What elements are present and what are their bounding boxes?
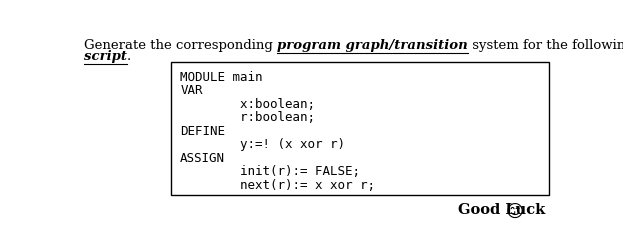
Text: y:=! (x xor r): y:=! (x xor r) — [180, 138, 345, 151]
Text: Good Luck: Good Luck — [458, 203, 545, 217]
Text: program graph/transition: program graph/transition — [277, 39, 468, 52]
Text: MODULE main: MODULE main — [180, 71, 263, 84]
Text: init(r):= FALSE;: init(r):= FALSE; — [180, 165, 360, 178]
Text: r:boolean;: r:boolean; — [180, 111, 315, 124]
Text: DEFINE: DEFINE — [180, 125, 225, 138]
Text: .: . — [127, 50, 131, 63]
Text: x:boolean;: x:boolean; — [180, 98, 315, 111]
Text: system for the following: system for the following — [468, 39, 623, 52]
Text: ASSIGN: ASSIGN — [180, 152, 225, 165]
Text: script: script — [84, 50, 127, 63]
Text: next(r):= x xor r;: next(r):= x xor r; — [180, 179, 375, 192]
Bar — [171, 62, 549, 195]
Text: VAR: VAR — [180, 84, 202, 97]
Text: Generate the corresponding: Generate the corresponding — [84, 39, 277, 52]
Text: 😊: 😊 — [506, 203, 524, 221]
